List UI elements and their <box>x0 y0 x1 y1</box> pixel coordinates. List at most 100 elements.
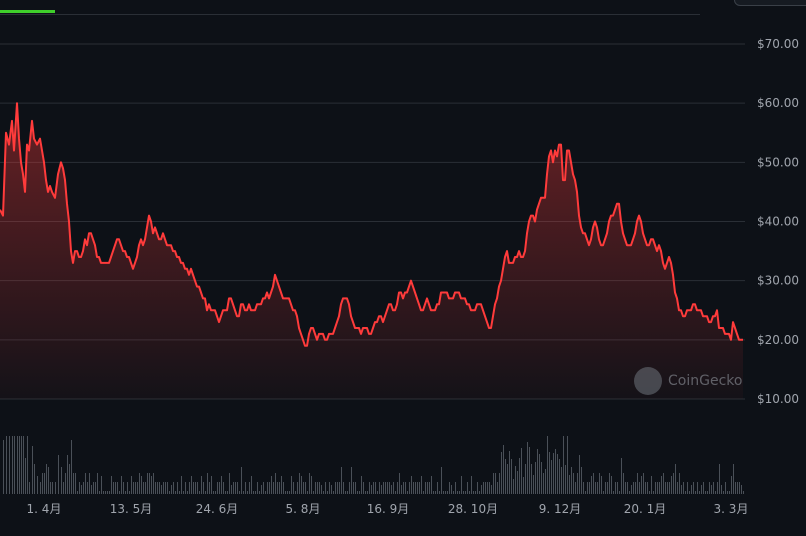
volume-bar <box>269 482 270 494</box>
x-tick-label: 28. 10月 <box>448 502 498 516</box>
volume-bar <box>417 482 418 494</box>
volume-bar <box>513 479 514 494</box>
volume-bar <box>275 473 276 494</box>
volume-bar <box>247 491 248 494</box>
volume-bar <box>271 476 272 494</box>
volume-bars <box>3 436 744 494</box>
volume-bar <box>561 467 562 494</box>
volume-bar <box>109 491 110 494</box>
chart-options-button[interactable] <box>734 0 806 6</box>
volume-bar <box>389 482 390 494</box>
volume-bar <box>235 482 236 494</box>
volume-bar <box>509 451 510 494</box>
volume-bar <box>683 482 684 494</box>
volume-bar <box>225 491 226 494</box>
volume-bar <box>467 482 468 494</box>
y-tick-label: $70.00 <box>757 37 799 51</box>
volume-bar <box>99 491 100 494</box>
volume-bar <box>471 476 472 494</box>
volume-bar <box>409 482 410 494</box>
volume-bar <box>263 482 264 494</box>
volume-bar <box>491 485 492 494</box>
volume-bar <box>55 482 56 494</box>
volume-bar <box>385 482 386 494</box>
volume-bar <box>569 475 570 494</box>
x-tick-label: 20. 1月 <box>624 502 667 516</box>
volume-bar <box>425 482 426 494</box>
volume-bar <box>415 482 416 494</box>
volume-bar <box>465 491 466 494</box>
y-tick-label: $30.00 <box>757 274 799 288</box>
volume-bar <box>729 491 730 494</box>
volume-bar <box>343 482 344 494</box>
volume-bar <box>535 462 536 494</box>
x-tick-label: 13. 5月 <box>110 502 153 516</box>
volume-bar <box>127 482 128 494</box>
volume-bar <box>297 482 298 494</box>
volume-bar <box>241 467 242 494</box>
volume-bar <box>717 482 718 494</box>
volume-bar <box>687 482 688 494</box>
volume-bar <box>519 458 520 494</box>
volume-bar <box>657 482 658 494</box>
volume-bar <box>97 473 98 494</box>
volume-bar <box>58 455 59 494</box>
volume-bar <box>401 485 402 494</box>
volume-bar <box>46 464 47 494</box>
volume-bar <box>265 491 266 494</box>
volume-bar <box>635 482 636 494</box>
volume-bar <box>623 473 624 494</box>
volume-bar <box>167 482 168 494</box>
volume-bar <box>447 491 448 494</box>
volume-bar <box>115 482 116 494</box>
volume-bar <box>335 482 336 494</box>
volume-bar <box>435 491 436 494</box>
volume-bar <box>531 464 532 494</box>
volume-bar <box>663 473 664 494</box>
volume-bar <box>231 485 232 494</box>
volume-bar <box>637 473 638 494</box>
volume-bar <box>23 436 24 494</box>
volume-bar <box>391 485 392 494</box>
y-axis-labels: $70.00 $60.00 $50.00 $40.00 $30.00 $20.00 $10.… <box>757 37 799 406</box>
volume-bar <box>177 482 178 494</box>
volume-bar <box>175 491 176 494</box>
volume-bar <box>9 436 10 494</box>
y-tick-label: $20.00 <box>757 333 799 347</box>
volume-bar <box>44 473 45 494</box>
volume-bar <box>557 454 558 494</box>
volume-bar <box>199 491 200 494</box>
coingecko-watermark: CoinGecko <box>634 367 742 395</box>
y-tick-label: $10.00 <box>757 392 799 406</box>
volume-bar <box>165 482 166 494</box>
volume-bar <box>713 482 714 494</box>
volume-bar <box>347 491 348 494</box>
volume-bar <box>149 473 150 494</box>
volume-bar <box>319 482 320 494</box>
volume-bar <box>37 476 38 494</box>
volume-bar <box>421 476 422 494</box>
volume-bar <box>631 485 632 494</box>
x-tick-label: 16. 9月 <box>367 502 410 516</box>
volume-bar <box>273 482 274 494</box>
volume-bar <box>617 482 618 494</box>
volume-bar <box>675 464 676 494</box>
volume-bar <box>61 467 62 494</box>
volume-bar <box>141 476 142 494</box>
volume-bar <box>587 482 588 494</box>
volume-bar <box>267 482 268 494</box>
volume-bar <box>589 482 590 494</box>
volume-bar <box>111 476 112 494</box>
coingecko-logo-icon <box>634 367 662 395</box>
volume-bar <box>315 482 316 494</box>
volume-bar <box>171 485 172 494</box>
volume-bar <box>71 440 72 494</box>
volume-bar <box>317 482 318 494</box>
volume-bar <box>279 482 280 494</box>
volume-bar <box>155 482 156 494</box>
volume-bar <box>399 473 400 494</box>
volume-bar <box>655 482 656 494</box>
volume-bar <box>499 473 500 494</box>
volume-bar <box>689 491 690 494</box>
